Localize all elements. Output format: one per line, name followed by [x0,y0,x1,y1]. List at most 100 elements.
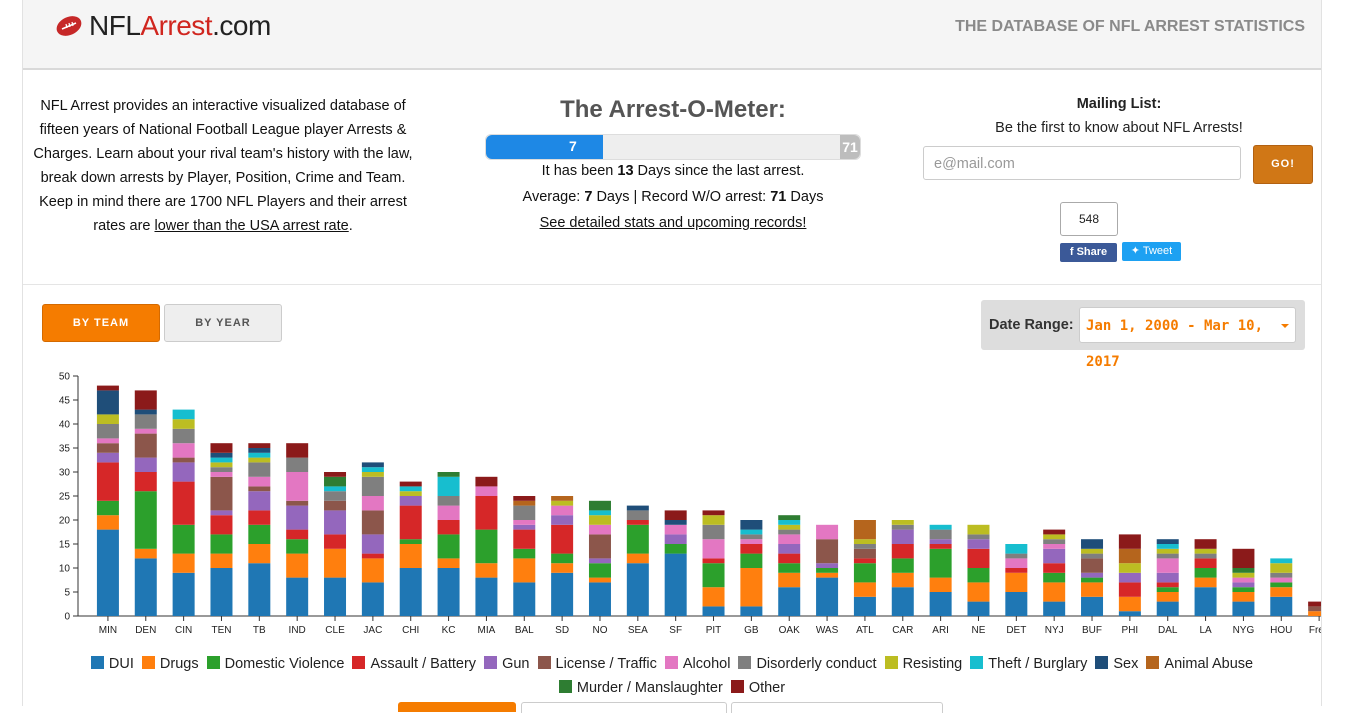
bar-segment[interactable] [399,568,422,616]
bar-segment[interactable] [324,534,347,549]
bar-segment[interactable] [361,534,384,554]
bar-segment[interactable] [1043,529,1066,535]
legend-item[interactable]: Domestic Violence [206,652,344,676]
bar-segment[interactable] [702,558,725,564]
legend-item[interactable]: License / Traffic [537,652,657,676]
bar-segment[interactable] [853,544,876,549]
bar-segment[interactable] [778,520,801,525]
bar-segment[interactable] [1005,544,1028,554]
bar-segment[interactable] [891,544,914,559]
bar-segment[interactable] [891,520,914,525]
bar-segment[interactable] [853,539,876,544]
bar-segment[interactable] [210,467,233,472]
bar-segment[interactable] [588,510,611,516]
bar-segment[interactable] [740,520,763,530]
bar-segment[interactable] [1081,548,1104,554]
detailed-stats-link[interactable]: See detailed stats and upcoming records! [539,215,807,231]
by-team-button[interactable]: BY TEAM [42,304,160,342]
bar-segment[interactable] [702,515,725,525]
bar-segment[interactable] [551,496,574,501]
bar-segment[interactable] [399,505,422,540]
bar-segment[interactable] [286,472,309,501]
bar-segment[interactable] [399,481,422,487]
bar-segment[interactable] [626,520,649,525]
bar-segment[interactable] [740,529,763,535]
bar-segment[interactable] [513,582,536,616]
bar-segment[interactable] [1081,582,1104,597]
bar-segment[interactable] [891,587,914,616]
bar-segment[interactable] [1156,548,1179,554]
bar-segment[interactable] [513,520,536,525]
bar-segment[interactable] [702,524,725,540]
bar-segment[interactable] [1308,601,1321,607]
bar-segment[interactable] [853,582,876,597]
bar-segment[interactable] [588,563,611,578]
bar-segment[interactable] [1232,587,1255,592]
bar-segment[interactable] [891,524,914,530]
legend-item[interactable]: Gun [484,652,530,676]
bar-segment[interactable] [248,544,271,564]
bar-segment[interactable] [1156,539,1179,544]
bar-segment[interactable] [740,534,763,540]
bar-segment[interactable] [816,577,839,616]
bar-segment[interactable] [1232,568,1255,573]
bar-segment[interactable] [1118,611,1141,616]
date-range-select[interactable]: Jan 1, 2000 - Mar 10, 2017 [1079,307,1296,370]
bar-segment[interactable] [210,452,233,458]
bar-segment[interactable] [96,462,119,501]
bar-segment[interactable] [324,476,347,487]
bar-segment[interactable] [816,524,839,540]
bar-segment[interactable] [134,491,157,549]
bar-segment[interactable] [134,414,157,429]
bar-segment[interactable] [134,548,157,559]
bar-segment[interactable] [248,486,271,492]
bar-segment[interactable] [740,606,763,616]
bar-segment[interactable] [437,496,460,506]
bar-segment[interactable] [361,467,384,472]
bar-segment[interactable] [1156,592,1179,602]
bar-segment[interactable] [475,529,498,564]
bar-segment[interactable] [286,500,309,506]
bar-segment[interactable] [324,500,347,511]
bar-segment[interactable] [1118,534,1141,549]
bar-segment[interactable] [286,539,309,554]
bar-segment[interactable] [96,390,119,415]
bar-segment[interactable] [1270,596,1293,616]
bar-segment[interactable] [929,544,952,549]
bar-segment[interactable] [1043,582,1066,602]
bar-segment[interactable] [96,385,119,391]
bar-segment[interactable] [778,534,801,544]
bar-segment[interactable] [1194,568,1217,578]
bar-segment[interactable] [1043,539,1066,544]
bar-segment[interactable] [967,601,990,616]
bar-segment[interactable] [475,563,498,578]
bar-segment[interactable] [626,510,649,520]
legend-item[interactable]: Sex [1095,652,1138,676]
bar-segment[interactable] [172,409,195,420]
legend-item[interactable]: Resisting [884,652,962,676]
bar-segment[interactable] [134,409,157,415]
bar-segment[interactable] [1118,572,1141,583]
bar-segment[interactable] [96,452,119,463]
bar-segment[interactable] [702,510,725,516]
bottom-tab[interactable] [731,702,943,713]
bar-segment[interactable] [437,558,460,568]
bar-segment[interactable] [1156,601,1179,616]
bar-segment[interactable] [399,539,422,544]
bar-segment[interactable] [399,491,422,496]
bar-segment[interactable] [475,496,498,530]
bar-segment[interactable] [1156,553,1179,559]
bar-segment[interactable] [96,424,119,439]
tweet-button[interactable]: ✦ Tweet [1122,242,1181,261]
bar-segment[interactable] [248,491,271,511]
bar-segment[interactable] [513,500,536,506]
bar-segment[interactable] [1270,577,1293,583]
bar-segment[interactable] [1043,572,1066,583]
bar-segment[interactable] [96,515,119,530]
bar-segment[interactable] [248,524,271,544]
bar-segment[interactable] [967,568,990,583]
bar-segment[interactable] [1081,558,1104,573]
bar-segment[interactable] [1081,572,1104,578]
bar-segment[interactable] [929,577,952,592]
bar-segment[interactable] [361,462,384,468]
